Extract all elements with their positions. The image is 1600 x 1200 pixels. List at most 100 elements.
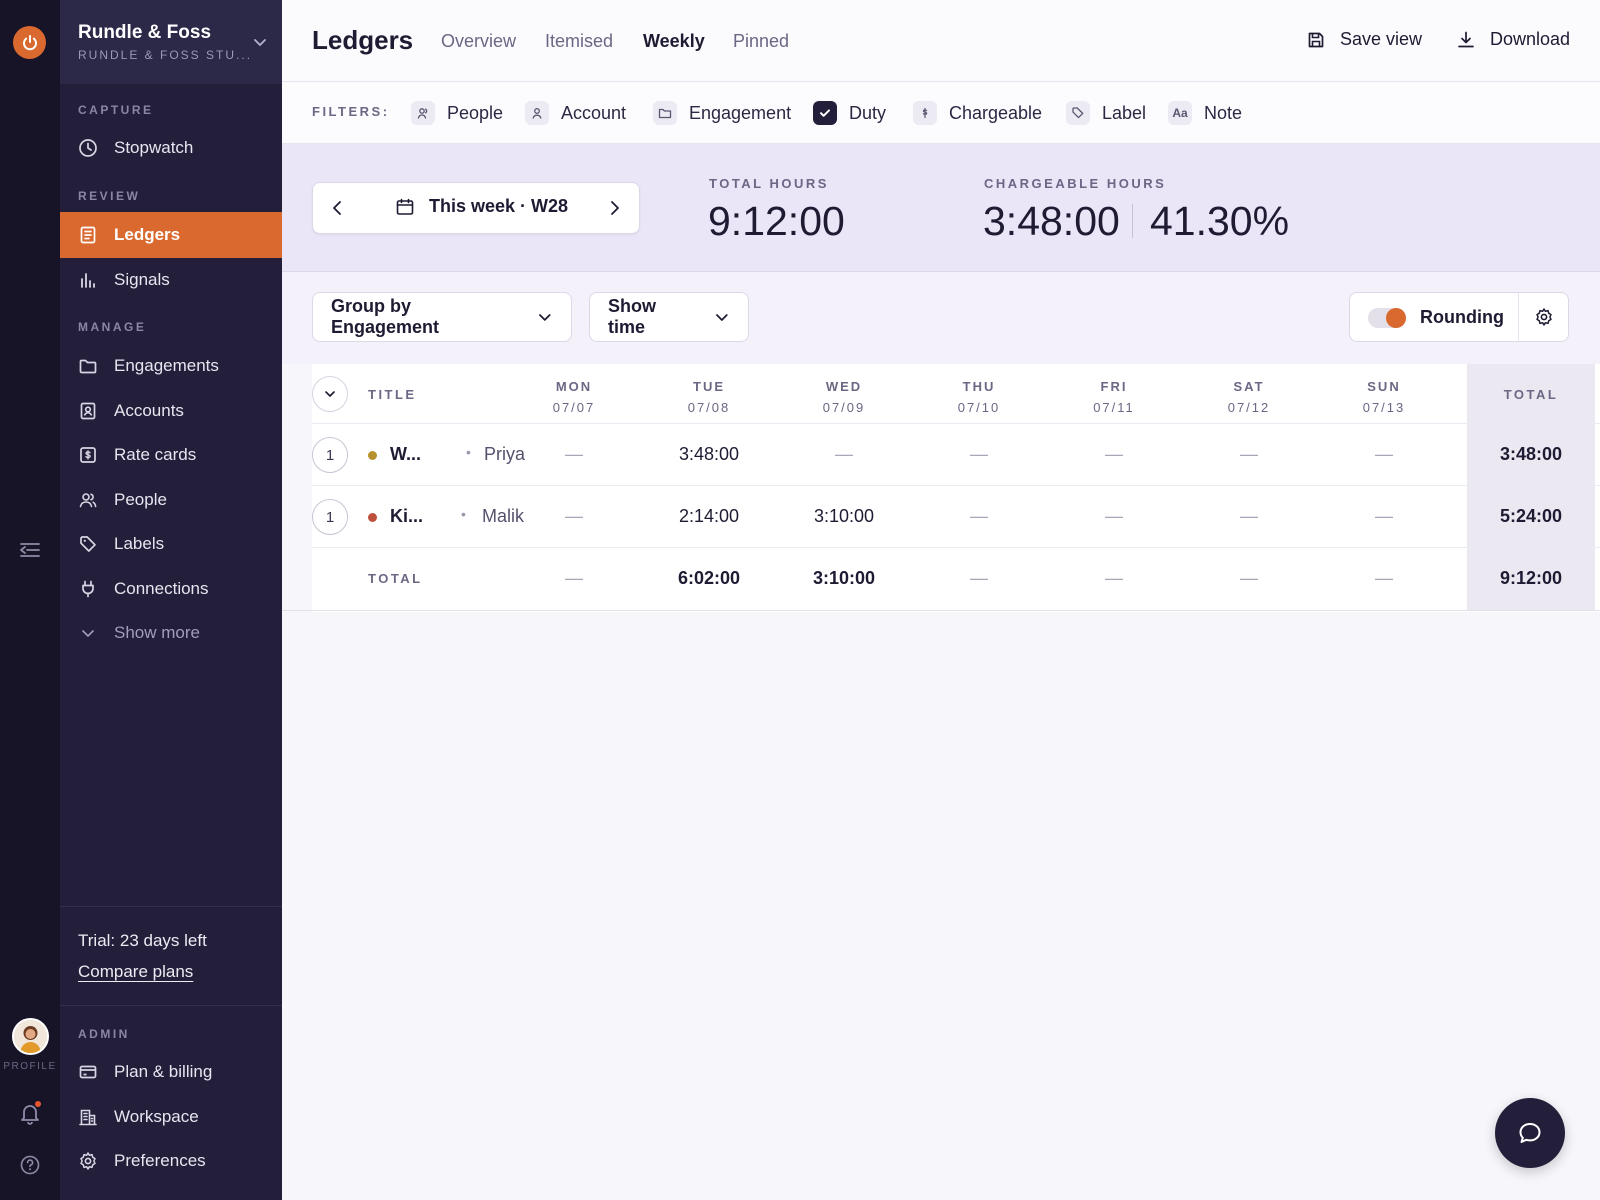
filter-account[interactable]: Account <box>525 98 626 128</box>
day-header-sat[interactable]: SAT 07/12 <box>1199 376 1299 418</box>
person-icon <box>411 101 435 125</box>
chat-button[interactable] <box>1495 1098 1565 1168</box>
tab-overview[interactable]: Overview <box>441 31 517 51</box>
expand-all-button[interactable] <box>312 376 348 412</box>
totals-row: TOTAL — 6:02:00 3:10:00 — — — — 9:12:00 <box>312 548 1600 610</box>
clock-icon <box>78 138 98 158</box>
chevron-down-icon <box>78 623 98 643</box>
totals-label: TOTAL <box>368 571 423 586</box>
cell-sun[interactable]: — <box>1375 506 1393 526</box>
people-icon <box>78 490 98 510</box>
day-name: TUE <box>693 379 725 394</box>
sidebar-item-accounts[interactable]: Accounts <box>60 388 282 434</box>
collapse-sidebar-icon[interactable] <box>19 541 41 559</box>
cell-thu[interactable]: — <box>970 444 988 464</box>
avatar[interactable] <box>12 1018 49 1055</box>
sidebar-item-connections[interactable]: Connections <box>60 566 282 612</box>
sidebar-item-label: Workspace <box>114 1107 199 1126</box>
tab-weekly[interactable]: Weekly <box>643 31 705 51</box>
cell-sat[interactable]: — <box>1240 444 1258 464</box>
cell-mon[interactable]: — <box>565 506 583 526</box>
workspace-switcher[interactable]: Rundle & Foss RUNDLE & FOSS STU... <box>60 0 282 84</box>
day-header-mon[interactable]: MON 07/07 <box>524 376 624 418</box>
entry-count-badge[interactable]: 1 <box>312 437 348 473</box>
cell-tue[interactable]: 3:48:00 <box>678 444 740 464</box>
chargeable-hours-value: 3:48:00 <box>983 198 1120 244</box>
tab-pinned[interactable]: Pinned <box>733 31 790 51</box>
cell-mon[interactable]: — <box>565 444 583 464</box>
week-selector[interactable]: This week · W28 <box>395 196 568 217</box>
day-date: 07/07 <box>552 400 596 415</box>
total-tue: 6:02:00 <box>677 568 741 588</box>
show-time-dropdown[interactable]: Show time <box>589 292 749 342</box>
day-header-tue[interactable]: TUE 07/08 <box>659 376 759 418</box>
engagement-name[interactable]: Ki... <box>390 506 424 526</box>
day-date: 07/08 <box>687 400 731 415</box>
rounding-toggle[interactable] <box>1368 308 1406 328</box>
rounding-settings-button[interactable] <box>1519 293 1569 341</box>
cell-fri[interactable]: — <box>1105 444 1123 464</box>
cell-wed[interactable]: 3:10:00 <box>813 506 875 526</box>
sidebar-item-label: Preferences <box>114 1151 206 1170</box>
sidebar-item-engagements[interactable]: Engagements <box>60 343 282 389</box>
filter-chargeable[interactable]: Chargeable <box>913 98 1042 128</box>
sidebar-item-plan-billing[interactable]: Plan & billing <box>60 1049 282 1095</box>
save-view-button[interactable]: Save view <box>1306 29 1422 50</box>
sidebar-item-stopwatch[interactable]: Stopwatch <box>60 125 282 171</box>
sidebar-item-rate-cards[interactable]: Rate cards <box>60 432 282 478</box>
day-header-fri[interactable]: FRI 07/11 <box>1064 376 1164 418</box>
divider <box>1518 293 1519 341</box>
tab-itemised[interactable]: Itemised <box>545 31 614 51</box>
row-total: 5:24:00 <box>1499 506 1563 526</box>
sidebar-item-label: People <box>114 490 167 509</box>
table-row[interactable]: 1 Ki... • Malik — 2:14:00 3:10:00 — — — … <box>312 486 1600 548</box>
filter-people[interactable]: People <box>411 98 503 128</box>
filter-note[interactable]: Aa Note <box>1168 98 1242 128</box>
day-header-sun[interactable]: SUN 07/13 <box>1334 376 1434 418</box>
filter-duty[interactable]: Duty <box>813 98 886 128</box>
day-header-thu[interactable]: THU 07/10 <box>929 376 1029 418</box>
power-icon[interactable] <box>13 26 46 59</box>
section-admin: ADMIN <box>78 1027 130 1041</box>
table-row[interactable]: 1 W... • Priya — 3:48:00 — — — — — 3:48:… <box>312 424 1600 486</box>
sidebar-item-signals[interactable]: Signals <box>60 257 282 303</box>
bell-icon[interactable] <box>20 1103 40 1125</box>
help-icon[interactable] <box>20 1155 40 1175</box>
group-by-dropdown[interactable]: Group by Engagement <box>312 292 572 342</box>
cell-thu[interactable]: — <box>970 506 988 526</box>
day-date: 07/13 <box>1362 400 1406 415</box>
engagement-color-dot <box>368 451 377 460</box>
download-button[interactable]: Download <box>1456 29 1570 50</box>
engagement-name[interactable]: W... <box>390 444 421 464</box>
chevron-down-icon <box>716 314 728 321</box>
sidebar-item-ledgers[interactable]: Ledgers <box>60 212 282 258</box>
total-thu: — <box>970 568 988 588</box>
day-name: WED <box>825 379 863 394</box>
table-toolbar: Group by Engagement Show time Rounding <box>282 272 1600 364</box>
cell-wed[interactable]: — <box>835 444 853 464</box>
table-bottom-border <box>282 610 1600 611</box>
sidebar-item-people[interactable]: People <box>60 477 282 523</box>
sidebar-item-label: Rate cards <box>114 445 197 464</box>
cell-sat[interactable]: — <box>1240 506 1258 526</box>
entry-count-badge[interactable]: 1 <box>312 499 348 535</box>
sidebar-item-preferences[interactable]: Preferences <box>60 1138 282 1184</box>
dollar-icon <box>913 101 937 125</box>
main-content: Ledgers Overview Itemised Weekly Pinned … <box>282 0 1600 1200</box>
chevron-left-icon[interactable] <box>327 197 349 219</box>
cell-sun[interactable]: — <box>1375 444 1393 464</box>
sidebar-item-workspace[interactable]: Workspace <box>60 1094 282 1140</box>
day-date: 07/11 <box>1093 400 1135 415</box>
compare-plans-link[interactable]: Compare plans <box>78 962 194 981</box>
chevron-right-icon[interactable] <box>603 197 625 219</box>
toggle-knob <box>1386 308 1406 328</box>
cell-tue[interactable]: 2:14:00 <box>678 506 740 526</box>
sidebar-item-labels[interactable]: Labels <box>60 521 282 567</box>
filter-engagement[interactable]: Engagement <box>653 98 791 128</box>
cell-fri[interactable]: — <box>1105 506 1123 526</box>
filter-label-chip[interactable]: Label <box>1066 98 1146 128</box>
section-review: REVIEW <box>78 189 141 203</box>
sidebar-show-more[interactable]: Show more <box>60 610 282 656</box>
sidebar-item-label: Ledgers <box>114 225 181 244</box>
day-header-wed[interactable]: WED 07/09 <box>794 376 894 418</box>
